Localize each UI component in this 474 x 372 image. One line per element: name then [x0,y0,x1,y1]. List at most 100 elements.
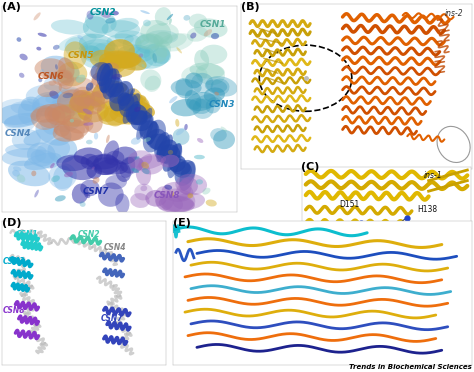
Ellipse shape [19,54,27,60]
Ellipse shape [77,99,109,122]
Ellipse shape [58,33,97,51]
Ellipse shape [156,134,173,162]
Ellipse shape [35,140,70,163]
Ellipse shape [90,74,113,98]
Text: CSN2: CSN2 [90,8,117,17]
Ellipse shape [91,167,95,170]
Text: H140: H140 [417,249,437,258]
Ellipse shape [146,23,179,44]
Ellipse shape [192,99,214,119]
Ellipse shape [185,90,201,110]
Ellipse shape [54,121,70,137]
Ellipse shape [206,199,217,206]
Ellipse shape [90,62,119,78]
Ellipse shape [70,97,102,115]
Ellipse shape [142,168,150,174]
Text: (C): (C) [301,162,319,172]
Ellipse shape [160,155,179,167]
Ellipse shape [83,16,109,39]
Ellipse shape [200,45,227,64]
Ellipse shape [184,124,188,130]
Ellipse shape [60,118,85,141]
Ellipse shape [84,192,90,198]
Text: CSN3: CSN3 [209,100,236,109]
Ellipse shape [134,184,153,201]
Ellipse shape [37,81,62,97]
Ellipse shape [31,150,59,169]
Ellipse shape [109,103,151,125]
Ellipse shape [35,58,66,78]
Ellipse shape [70,119,74,122]
Ellipse shape [138,154,164,174]
Ellipse shape [175,174,207,195]
Ellipse shape [81,154,99,169]
Ellipse shape [45,103,72,125]
Ellipse shape [111,74,122,80]
Ellipse shape [179,177,198,195]
Ellipse shape [135,40,145,45]
Ellipse shape [83,122,93,126]
Ellipse shape [181,66,208,84]
Ellipse shape [167,143,182,178]
Ellipse shape [128,101,141,122]
Text: CSN8: CSN8 [154,191,180,200]
Ellipse shape [123,93,140,124]
Ellipse shape [174,160,195,186]
Text: CSN7: CSN7 [83,187,109,196]
Ellipse shape [5,144,47,158]
Text: (A): (A) [2,2,21,12]
Ellipse shape [185,73,203,88]
Ellipse shape [221,126,227,132]
Ellipse shape [97,101,119,122]
Ellipse shape [85,11,117,33]
Ellipse shape [189,98,210,114]
Ellipse shape [53,45,60,50]
Ellipse shape [102,52,122,73]
Ellipse shape [32,92,77,116]
Ellipse shape [117,99,155,119]
Ellipse shape [135,34,160,54]
Ellipse shape [72,183,89,203]
Ellipse shape [150,44,167,62]
Ellipse shape [104,77,123,97]
Ellipse shape [179,161,196,191]
Ellipse shape [101,20,140,38]
Ellipse shape [176,179,191,201]
Ellipse shape [83,111,103,133]
Ellipse shape [103,140,119,164]
Ellipse shape [26,84,72,109]
Ellipse shape [98,183,124,207]
Ellipse shape [17,37,21,42]
Ellipse shape [57,62,87,86]
Ellipse shape [204,87,225,103]
Ellipse shape [52,104,92,127]
Ellipse shape [169,159,191,175]
Text: CSN7: CSN7 [100,314,123,323]
Ellipse shape [93,154,118,175]
Ellipse shape [76,92,94,120]
Ellipse shape [131,168,139,173]
Ellipse shape [176,47,182,54]
Ellipse shape [120,157,144,174]
Ellipse shape [160,33,193,52]
Ellipse shape [38,33,47,37]
Ellipse shape [19,73,25,78]
Ellipse shape [110,102,142,116]
Ellipse shape [21,97,40,111]
Ellipse shape [128,62,133,68]
Ellipse shape [108,83,124,97]
Ellipse shape [140,20,171,45]
Text: (D): (D) [2,218,22,228]
Ellipse shape [86,140,92,144]
Ellipse shape [92,43,116,64]
Ellipse shape [10,101,51,117]
Ellipse shape [153,53,157,63]
Ellipse shape [4,113,40,128]
Ellipse shape [99,51,140,68]
Ellipse shape [64,37,88,57]
Ellipse shape [0,104,40,125]
Ellipse shape [134,44,170,69]
Ellipse shape [137,33,163,50]
Ellipse shape [139,120,159,140]
Ellipse shape [80,42,114,64]
